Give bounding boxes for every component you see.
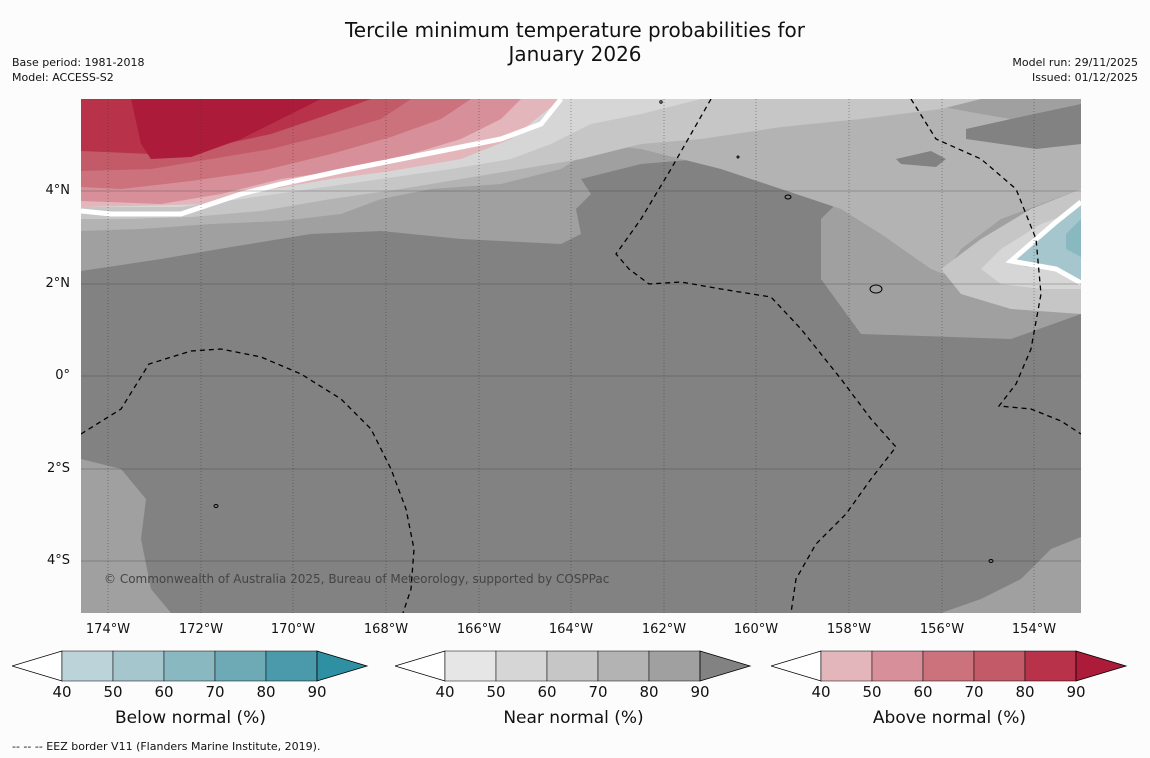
lon-label-166w: 166°W: [456, 622, 502, 637]
colorbar-below-normal: [12, 650, 369, 682]
islands: [213, 100, 994, 563]
island-4: [988, 559, 994, 563]
lon-label-154w: 154°W: [1011, 622, 1057, 637]
colorbar-below-label: Below normal (%): [115, 708, 266, 728]
near-normal-80-band-southeast: [941, 537, 1081, 613]
issued-date: Issued: 01/12/2025: [1031, 71, 1138, 84]
tick: 50: [103, 683, 123, 701]
colorbar-swatch: [973, 650, 1026, 682]
colorbar-swatch: [112, 650, 165, 682]
colorbar-near-normal: [395, 650, 752, 682]
below-normal-patch-east-inner: [1066, 219, 1081, 257]
tick: 70: [964, 683, 984, 701]
tick: 90: [690, 683, 710, 701]
grid-lines: [81, 190, 1081, 562]
title-line1: Tercile minimum temperature probabilitie…: [344, 18, 806, 42]
colorbar-below-arrow-right: [316, 650, 369, 682]
colorbar-swatch: [444, 650, 497, 682]
colorbar-swatch: [922, 650, 975, 682]
lon-label-160w: 160°W: [733, 622, 779, 637]
colorbar-swatch: [163, 650, 216, 682]
eez-border-kiribati-central: [615, 99, 897, 613]
copyright-notice: © Commonwealth of Australia 2025, Bureau…: [104, 572, 610, 586]
meta-left: Base period: 1981-2018 Model: ACCESS-S2: [12, 55, 144, 85]
near-normal-90-patch-small: [896, 151, 946, 167]
island-3: [213, 504, 219, 508]
island-6: [736, 155, 740, 159]
lon-label-162w: 162°W: [641, 622, 687, 637]
lon-label-168w: 168°W: [363, 622, 409, 637]
tick: 60: [154, 683, 174, 701]
lat-label-2s: 2°S: [46, 461, 70, 476]
colorbar-swatch: [61, 650, 114, 682]
tick: 60: [537, 683, 557, 701]
colorbar-above-swatches: [820, 650, 1077, 682]
near-normal-80-band-southwest: [81, 459, 171, 613]
eez-footer-note: -- -- -- EEZ border V11 (Flanders Marine…: [12, 740, 321, 753]
lon-label-164w: 164°W: [548, 622, 594, 637]
colorbar-above-arrow-left: [771, 650, 822, 682]
model-name: Model: ACCESS-S2: [12, 71, 114, 84]
near-normal-90-patch-northeast: [966, 104, 1081, 149]
lat-label-0: 0°: [55, 368, 70, 383]
eez-border-tokelau: [81, 348, 415, 613]
tick: 60: [913, 683, 933, 701]
colorbar-above-normal: [771, 650, 1128, 682]
map-title: Tercile minimum temperature probabilitie…: [0, 18, 1150, 66]
island-1: [784, 194, 792, 200]
lat-label-2n: 2°N: [45, 276, 71, 291]
colorbar-below-arrow-left: [12, 650, 63, 682]
colorbar-near-arrow-right: [699, 650, 752, 682]
tick: 80: [256, 683, 276, 701]
tick: 40: [52, 683, 72, 701]
colorbar-swatch: [546, 650, 599, 682]
lon-label-170w: 170°W: [270, 622, 316, 637]
colorbar-swatch: [265, 650, 318, 682]
probability-map: [81, 99, 1081, 613]
colorbar-above-arrow-right: [1075, 650, 1128, 682]
tick: 50: [862, 683, 882, 701]
colorbar-swatch: [1024, 650, 1077, 682]
colorbar-swatch: [648, 650, 701, 682]
base-period: Base period: 1981-2018: [12, 56, 145, 69]
lon-label-172w: 172°W: [178, 622, 224, 637]
colorbar-swatch: [597, 650, 650, 682]
island-5: [659, 100, 663, 104]
lat-label-4s: 4°S: [46, 553, 70, 568]
above-normal-white-border: [81, 99, 563, 217]
tick: 70: [205, 683, 225, 701]
eez-borders: [81, 99, 1081, 613]
colorbar-near-label: Near normal (%): [503, 708, 644, 728]
colorbar-near-swatches: [444, 650, 701, 682]
colorbar-near-arrow-left: [395, 650, 446, 682]
above-normal-90-band: [131, 99, 321, 159]
tick: 70: [588, 683, 608, 701]
below-normal-patch-border: [1005, 200, 1081, 286]
lat-label-4n: 4°N: [45, 183, 71, 198]
tick: 50: [486, 683, 506, 701]
lon-label-174w: 174°W: [85, 622, 131, 637]
model-run: Model run: 29/11/2025: [1012, 56, 1138, 69]
colorbar-swatch: [495, 650, 548, 682]
tick: 40: [811, 683, 831, 701]
tick: 80: [639, 683, 659, 701]
eez-border-kiribati-east: [910, 99, 1081, 435]
tick: 40: [435, 683, 455, 701]
colorbar-below-swatches: [61, 650, 318, 682]
colorbar-swatch: [871, 650, 924, 682]
lon-label-158w: 158°W: [826, 622, 872, 637]
tick: 90: [1066, 683, 1086, 701]
lon-label-156w: 156°W: [919, 622, 965, 637]
colorbar-swatch: [820, 650, 873, 682]
tick: 80: [1015, 683, 1035, 701]
title-line2: January 2026: [508, 42, 642, 66]
colorbar-above-label: Above normal (%): [872, 708, 1027, 728]
tick: 90: [307, 683, 327, 701]
island-2: [869, 284, 883, 294]
meta-right: Model run: 29/11/2025 Issued: 01/12/2025: [1012, 55, 1138, 85]
colorbar-swatch: [214, 650, 267, 682]
